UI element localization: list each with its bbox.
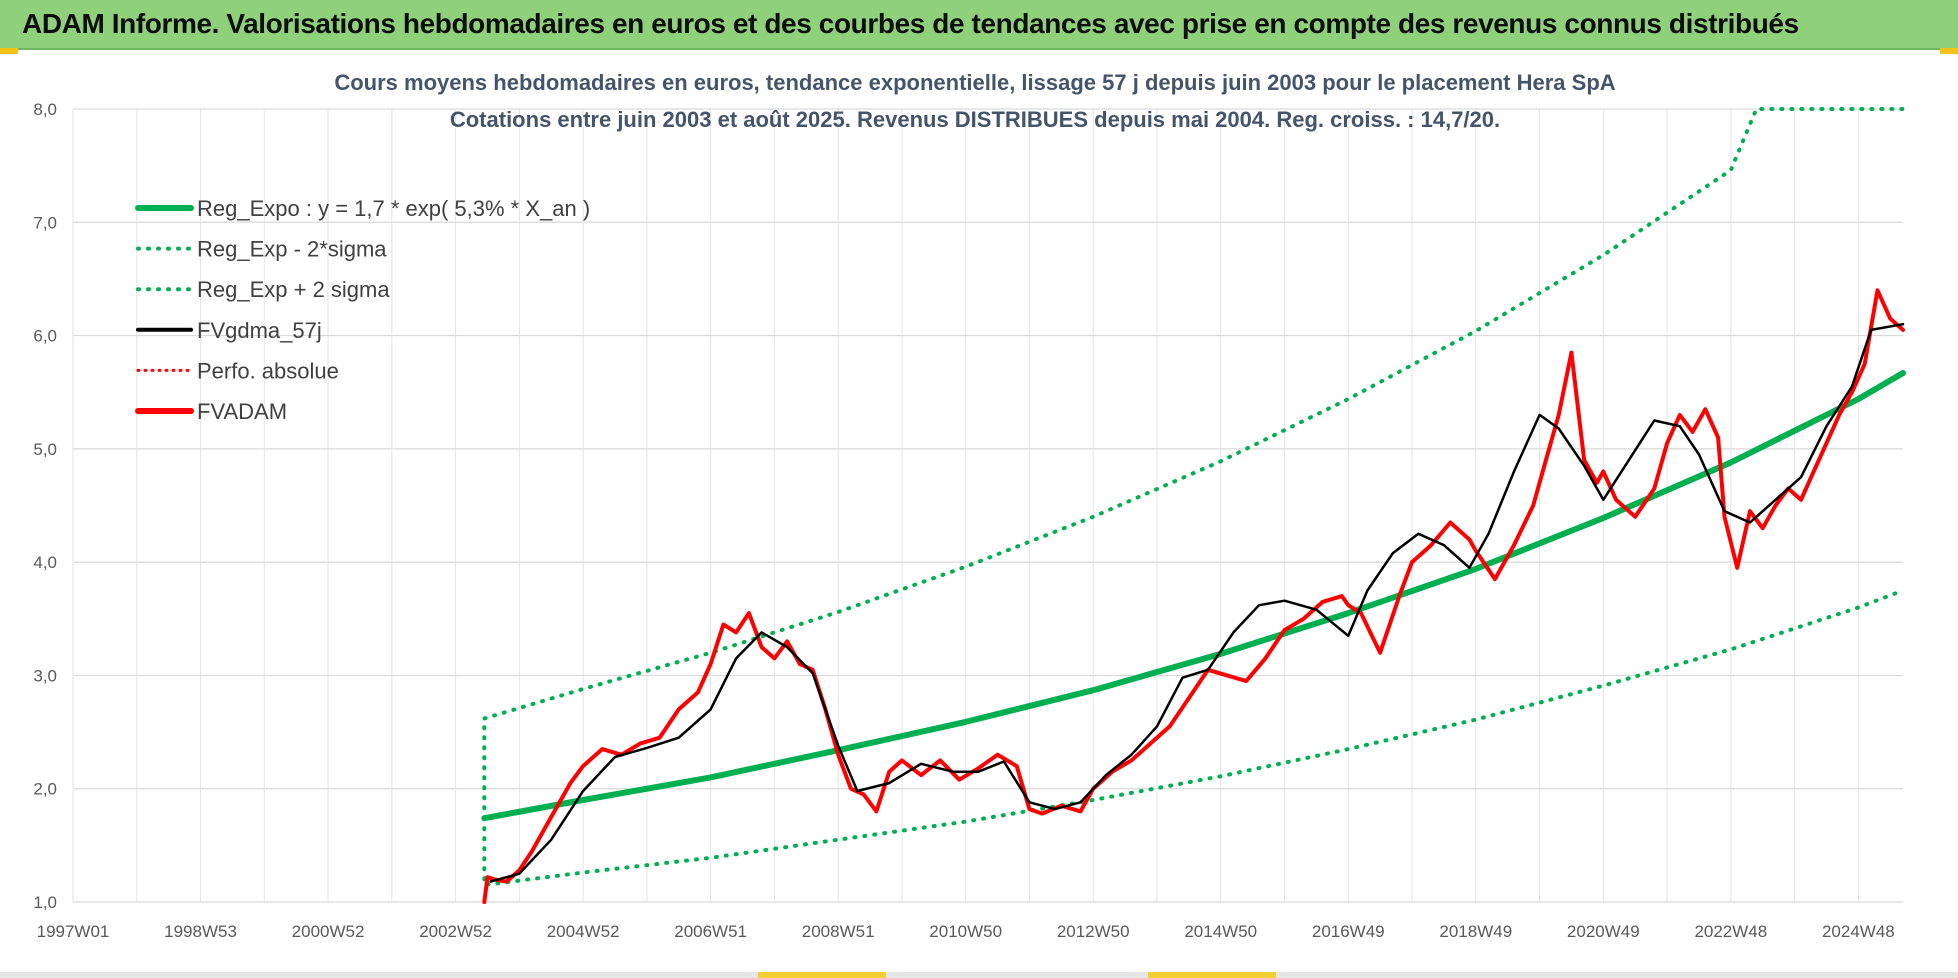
x-tick-label: 2022W48 bbox=[1694, 922, 1767, 941]
y-axis-ticks: 1,0 2,0 3,0 4,0 5,0 6,0 7,0 8,0 bbox=[33, 100, 57, 912]
x-tick-label: 2004W52 bbox=[547, 922, 620, 941]
legend-label: FVADAM bbox=[197, 399, 287, 424]
legend-label: Reg_Expo : y = 1,7 * exp( 5,3% * X_an ) bbox=[197, 196, 590, 221]
y-tick-label: 6,0 bbox=[33, 327, 57, 346]
series-reg-exp-plus-2sigma bbox=[482, 107, 1905, 821]
x-tick-label: 2000W52 bbox=[292, 922, 365, 941]
y-tick-label: 4,0 bbox=[33, 553, 57, 572]
x-tick-label: 2006W51 bbox=[674, 922, 747, 941]
x-tick-label: 2018W49 bbox=[1439, 922, 1512, 941]
legend-label: Reg_Exp + 2 sigma bbox=[197, 277, 390, 302]
x-tick-label: 2016W49 bbox=[1312, 922, 1385, 941]
bottom-border bbox=[0, 972, 1958, 978]
chart-title-block: Cours moyens hebdomadaires en euros, ten… bbox=[334, 70, 1615, 132]
chart-area: 1,0 2,0 3,0 4,0 5,0 6,0 7,0 8,0 1997W01 1998W53 2… bbox=[0, 50, 1958, 978]
chart-series bbox=[481, 107, 1906, 904]
chart-grid bbox=[72, 108, 1903, 903]
line-chart: 1,0 2,0 3,0 4,0 5,0 6,0 7,0 8,0 1997W01 1998W53 2… bbox=[33, 70, 1906, 941]
y-tick-label: 8,0 bbox=[33, 100, 57, 119]
x-tick-label: 2020W49 bbox=[1567, 922, 1640, 941]
y-tick-label: 3,0 bbox=[33, 666, 57, 685]
x-axis-ticks: 1997W01 1998W53 2000W52 2002W52 2004W52 2006W… bbox=[37, 922, 1895, 941]
x-tick-label: 1997W01 bbox=[37, 922, 110, 941]
x-tick-label: 2002W52 bbox=[419, 922, 492, 941]
x-tick-label: 2010W50 bbox=[929, 922, 1002, 941]
chart-legend: Reg_Expo : y = 1,7 * exp( 5,3% * X_an ) R… bbox=[135, 196, 590, 424]
series-reg-expo bbox=[481, 370, 1906, 822]
chart-title-line: Cotations entre juin 2003 et août 2025. … bbox=[450, 107, 1500, 132]
x-tick-label: 2008W51 bbox=[802, 922, 875, 941]
series-fvgdma-57j bbox=[489, 322, 1905, 883]
legend-label: Reg_Exp - 2*sigma bbox=[197, 237, 387, 262]
x-tick-label: 2024W48 bbox=[1822, 922, 1895, 941]
header-corner-right bbox=[1940, 48, 1958, 54]
y-tick-label: 2,0 bbox=[33, 780, 57, 799]
x-tick-label: 2014W50 bbox=[1184, 922, 1257, 941]
x-tick-label: 1998W53 bbox=[164, 922, 237, 941]
y-tick-label: 7,0 bbox=[33, 213, 57, 232]
header-corner-left bbox=[0, 48, 18, 54]
chart-title-line: Cours moyens hebdomadaires en euros, ten… bbox=[334, 70, 1615, 95]
series-fvadam bbox=[482, 288, 1905, 904]
x-tick-label: 2012W50 bbox=[1057, 922, 1130, 941]
y-tick-label: 5,0 bbox=[33, 440, 57, 459]
report-title: ADAM Informe. Valorisations hebdomadaire… bbox=[22, 8, 1799, 39]
bottom-marker-2 bbox=[1148, 972, 1276, 978]
legend-label: FVgdma_57j bbox=[197, 318, 322, 343]
legend-label: Perfo. absolue bbox=[197, 358, 339, 383]
series-reg-exp-minus-2sigma bbox=[482, 588, 1905, 887]
bottom-marker-1 bbox=[758, 972, 886, 978]
y-tick-label: 1,0 bbox=[33, 893, 57, 912]
report-header: ADAM Informe. Valorisations hebdomadaire… bbox=[0, 0, 1958, 50]
